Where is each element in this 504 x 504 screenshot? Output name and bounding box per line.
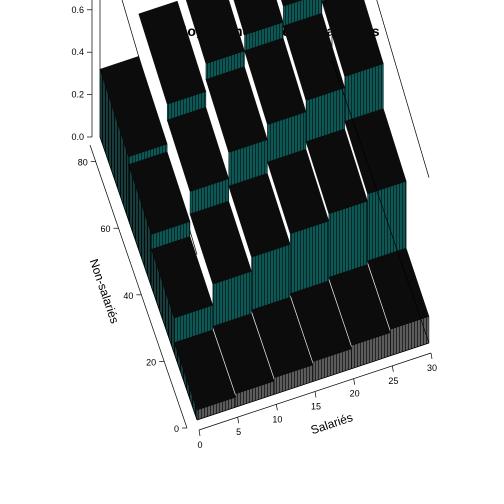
x-tick-label: 25 (388, 376, 398, 386)
x-tick-label: 10 (272, 414, 282, 424)
x-tick-label: 30 (427, 363, 437, 373)
x-tick-label: 20 (350, 389, 360, 399)
x-tick-label: 15 (311, 402, 321, 412)
z-tick-label: 0.4 (71, 47, 84, 57)
box-front-edge (99, 136, 198, 421)
box-back-edge (376, 0, 430, 178)
z-tick-label: 0.2 (71, 90, 84, 100)
y-tick-label: 20 (146, 357, 156, 367)
x-tick (391, 365, 394, 372)
x-tick (198, 429, 201, 437)
y-tick-label: 80 (78, 158, 88, 168)
y-axis-label: Non-salariés (87, 257, 122, 325)
x-axis: 0 5 10 15 20 25 30 (197, 352, 437, 450)
box-front-edges (99, 59, 430, 421)
y-tick-label: 60 (101, 224, 111, 234)
z-tick-label: 0.0 (71, 132, 84, 142)
z-axis: 0.00.20.40.60.81.0 (71, 0, 93, 142)
y-axis-line (89, 144, 188, 429)
surface (99, 0, 430, 421)
x-tick (237, 417, 240, 424)
x-tick (430, 352, 433, 360)
y-tick-label: 40 (123, 291, 133, 301)
box-front-edge (196, 342, 430, 421)
x-tick-label: 5 (236, 427, 241, 437)
x-tick (314, 391, 317, 398)
x-axis-label: Salariés (309, 410, 355, 437)
box-front-edge (331, 59, 430, 344)
x-tick (353, 378, 356, 385)
surface-front-face (328, 200, 368, 278)
x-tick-label: 0 (197, 440, 202, 450)
z-tick-label: 0.6 (71, 5, 84, 15)
y-tick-label: 0 (174, 424, 179, 434)
x-tick (275, 404, 278, 411)
y-axis: 0 20 40 60 80 (78, 144, 188, 434)
